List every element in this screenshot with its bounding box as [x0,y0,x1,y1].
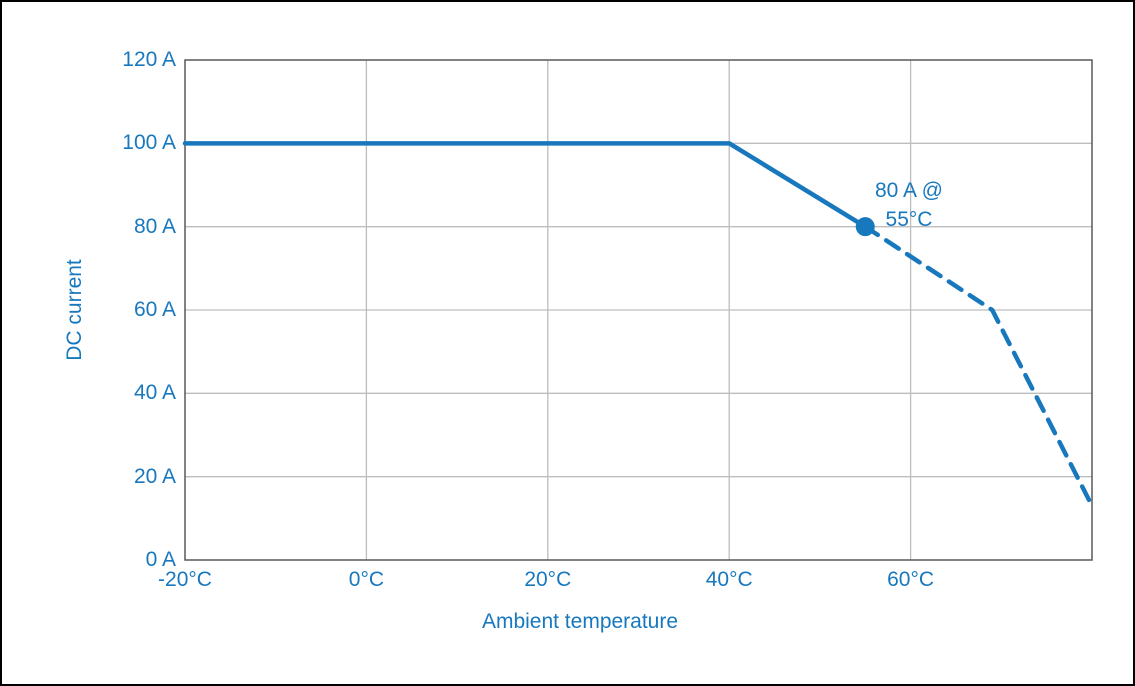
series-derating-extrapolation-dashed [863,224,1095,509]
y-tick-label: 0 A [145,548,176,571]
marker-dot [855,217,875,237]
x-tick-label: 0°C [348,568,385,591]
y-tick-label: 60 A [133,298,176,321]
y-tick-label: 120 A [122,48,176,71]
y-tick-label: 100 A [122,131,176,155]
x-tick-label: 40°C [705,568,753,591]
plot-border [184,59,1093,561]
y-tick-label: 20 A [133,464,176,488]
x-tick-label: 60°C [887,568,935,591]
y-tick-label: 40 A [133,381,176,405]
marker-annotation-line1: 80 A @ [874,179,944,202]
x-tick-label: 20°C [524,568,572,591]
y-tick-label: 80 A [133,214,176,238]
x-tick-label: -20°C [158,568,212,591]
x-axis-title: Ambient temperature [481,610,679,633]
marker-annotation: 80 A @ 55°C [849,176,969,234]
marker-annotation-line2: 55°C [885,208,933,231]
series-rated-current-solid [182,141,868,229]
y-axis-title: DC current [63,259,86,361]
